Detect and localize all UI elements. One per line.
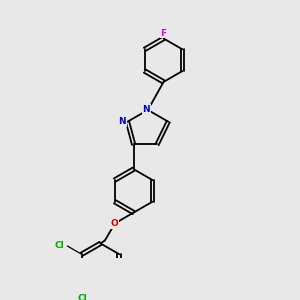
Text: O: O xyxy=(111,219,119,228)
Text: F: F xyxy=(160,28,166,38)
Text: Cl: Cl xyxy=(55,241,64,250)
Text: N: N xyxy=(142,105,150,114)
Text: Cl: Cl xyxy=(77,294,87,300)
Text: N: N xyxy=(118,117,126,126)
